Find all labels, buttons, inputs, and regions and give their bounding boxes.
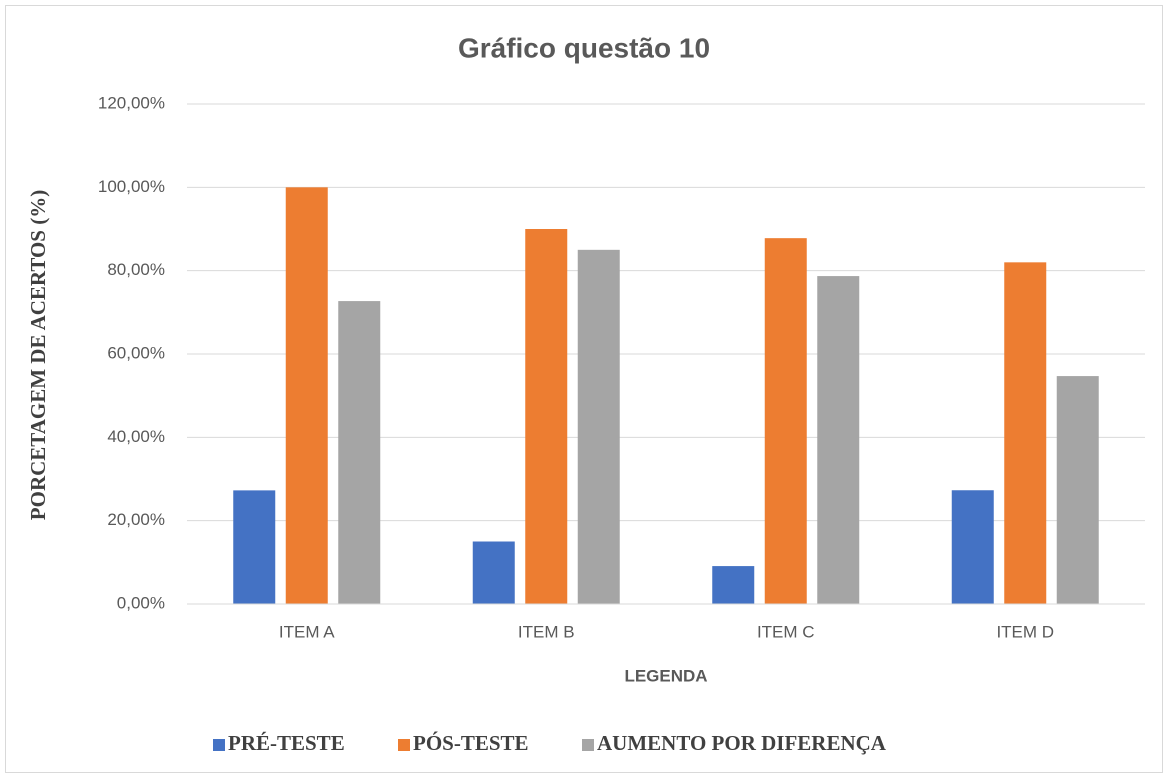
x-tick-label: ITEM A: [279, 622, 335, 641]
y-tick-label: 20,00%: [107, 510, 165, 529]
x-tick-label: ITEM C: [757, 622, 815, 641]
bar: [712, 566, 755, 604]
bar: [817, 276, 860, 604]
bar: [1056, 376, 1099, 604]
bar: [764, 238, 807, 604]
legend-swatch: [398, 739, 410, 751]
y-tick-label: 80,00%: [107, 260, 165, 279]
legend-label: PRÉ-TESTE: [228, 731, 345, 755]
bar: [577, 249, 620, 605]
bar: [1004, 262, 1047, 604]
y-tick-label: 40,00%: [107, 427, 165, 446]
bar: [285, 187, 328, 605]
chart-title: Gráfico questão 10: [458, 32, 710, 63]
y-tick-label: 120,00%: [98, 93, 165, 112]
bar: [233, 490, 276, 604]
y-axis-title: PORCETAGEM DE ACERTOS (%): [26, 190, 50, 520]
legend-label: PÓS-TESTE: [413, 731, 529, 755]
bar: [338, 301, 381, 604]
y-tick-label: 60,00%: [107, 343, 165, 362]
bar: [525, 229, 568, 604]
legend-swatch: [582, 739, 594, 751]
x-tick-label: ITEM B: [518, 622, 575, 641]
x-axis-title: LEGENDA: [624, 666, 707, 685]
bar: [472, 541, 515, 604]
bar: [951, 490, 994, 604]
y-tick-label: 100,00%: [98, 177, 165, 196]
legend-swatch: [213, 739, 225, 751]
legend-label: AUMENTO POR DIFERENÇA: [597, 731, 887, 755]
x-tick-label: ITEM D: [996, 622, 1054, 641]
y-tick-label: 0,00%: [117, 593, 165, 612]
